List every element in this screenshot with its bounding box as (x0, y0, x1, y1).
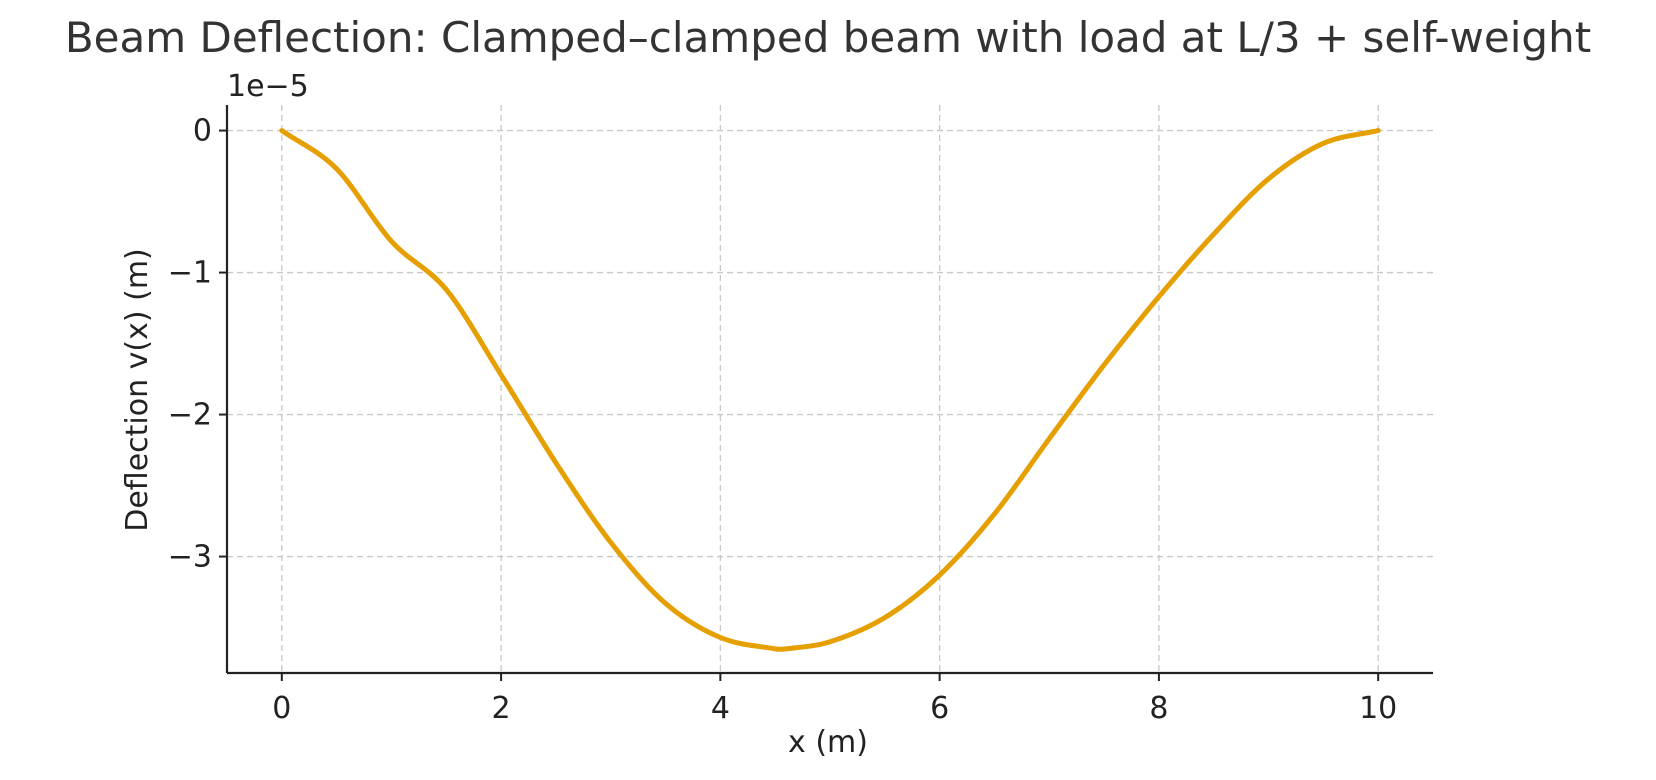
x-tick-label: 2 (492, 691, 511, 726)
x-tick-label: 10 (1359, 691, 1397, 726)
x-axis-label: x (m) (788, 725, 868, 760)
grid (227, 105, 1433, 673)
deflection-series-line (279, 128, 1381, 652)
y-axis-label: Deflection v(x) (m) (120, 248, 155, 532)
y-tick-label: −3 (168, 540, 212, 575)
x-tick-label: 6 (930, 691, 949, 726)
series-layer (279, 128, 1381, 652)
x-tick-label: 0 (272, 691, 291, 726)
y-axis-offset-label: 1e−5 (227, 69, 309, 104)
axis-ticks: 0 2 4 6 8 10 0 −1 −2 −3 (168, 114, 1398, 726)
y-tick-label: 0 (193, 114, 212, 149)
y-tick-label: −2 (168, 398, 212, 433)
x-tick-label: 8 (1149, 691, 1168, 726)
chart-title: Beam Deflection: Clamped–clamped beam wi… (65, 13, 1591, 62)
x-tick-label: 4 (711, 691, 730, 726)
y-tick-label: −1 (168, 256, 212, 291)
